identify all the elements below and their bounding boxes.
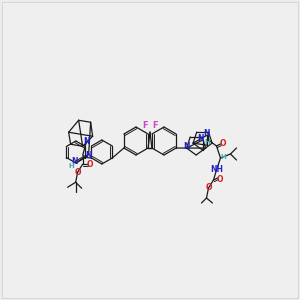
Text: N: N [83,137,90,146]
Text: F: F [142,121,148,130]
Text: O: O [216,175,223,184]
FancyBboxPatch shape [2,2,298,298]
Text: H: H [220,154,226,160]
Text: N: N [72,157,78,166]
Text: F: F [152,121,158,130]
Text: N: N [203,130,210,139]
Text: H: H [204,139,210,145]
Text: O: O [219,140,226,148]
Text: O: O [205,184,212,193]
Text: NH: NH [210,166,223,175]
Text: O: O [74,168,81,177]
Text: N: N [183,142,190,151]
Text: N: N [85,151,92,160]
Text: O: O [86,160,93,169]
Text: H: H [68,163,74,169]
Text: N: N [197,134,203,143]
